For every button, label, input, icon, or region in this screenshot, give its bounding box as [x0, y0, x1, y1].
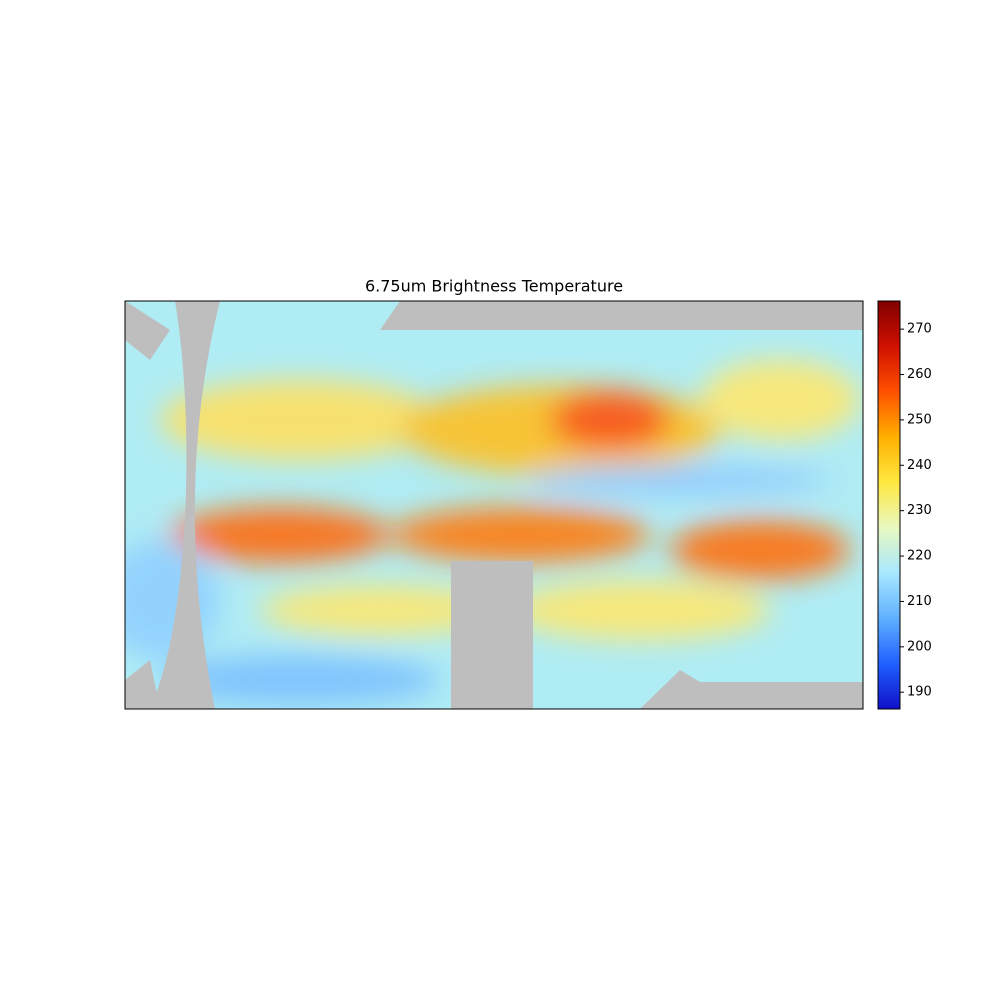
colorbar	[877, 300, 901, 710]
map-frame	[124, 300, 864, 710]
colorbar-tick-label: 230	[907, 503, 932, 518]
colorbar-tick-label: 210	[907, 594, 932, 609]
colorbar-tick-label: 220	[907, 549, 932, 564]
colorbar-tick-label: 250	[907, 412, 932, 427]
map-title: 6.75um Brightness Temperature	[365, 277, 623, 296]
colorbar-tick-label: 240	[907, 458, 932, 473]
colorbar-tick-label: 260	[907, 367, 932, 382]
colorbar-tick-label: 200	[907, 639, 932, 654]
map-image	[125, 301, 863, 709]
colorbar-tick-label: 190	[907, 685, 932, 700]
colorbar-tick-label: 270	[907, 322, 932, 337]
